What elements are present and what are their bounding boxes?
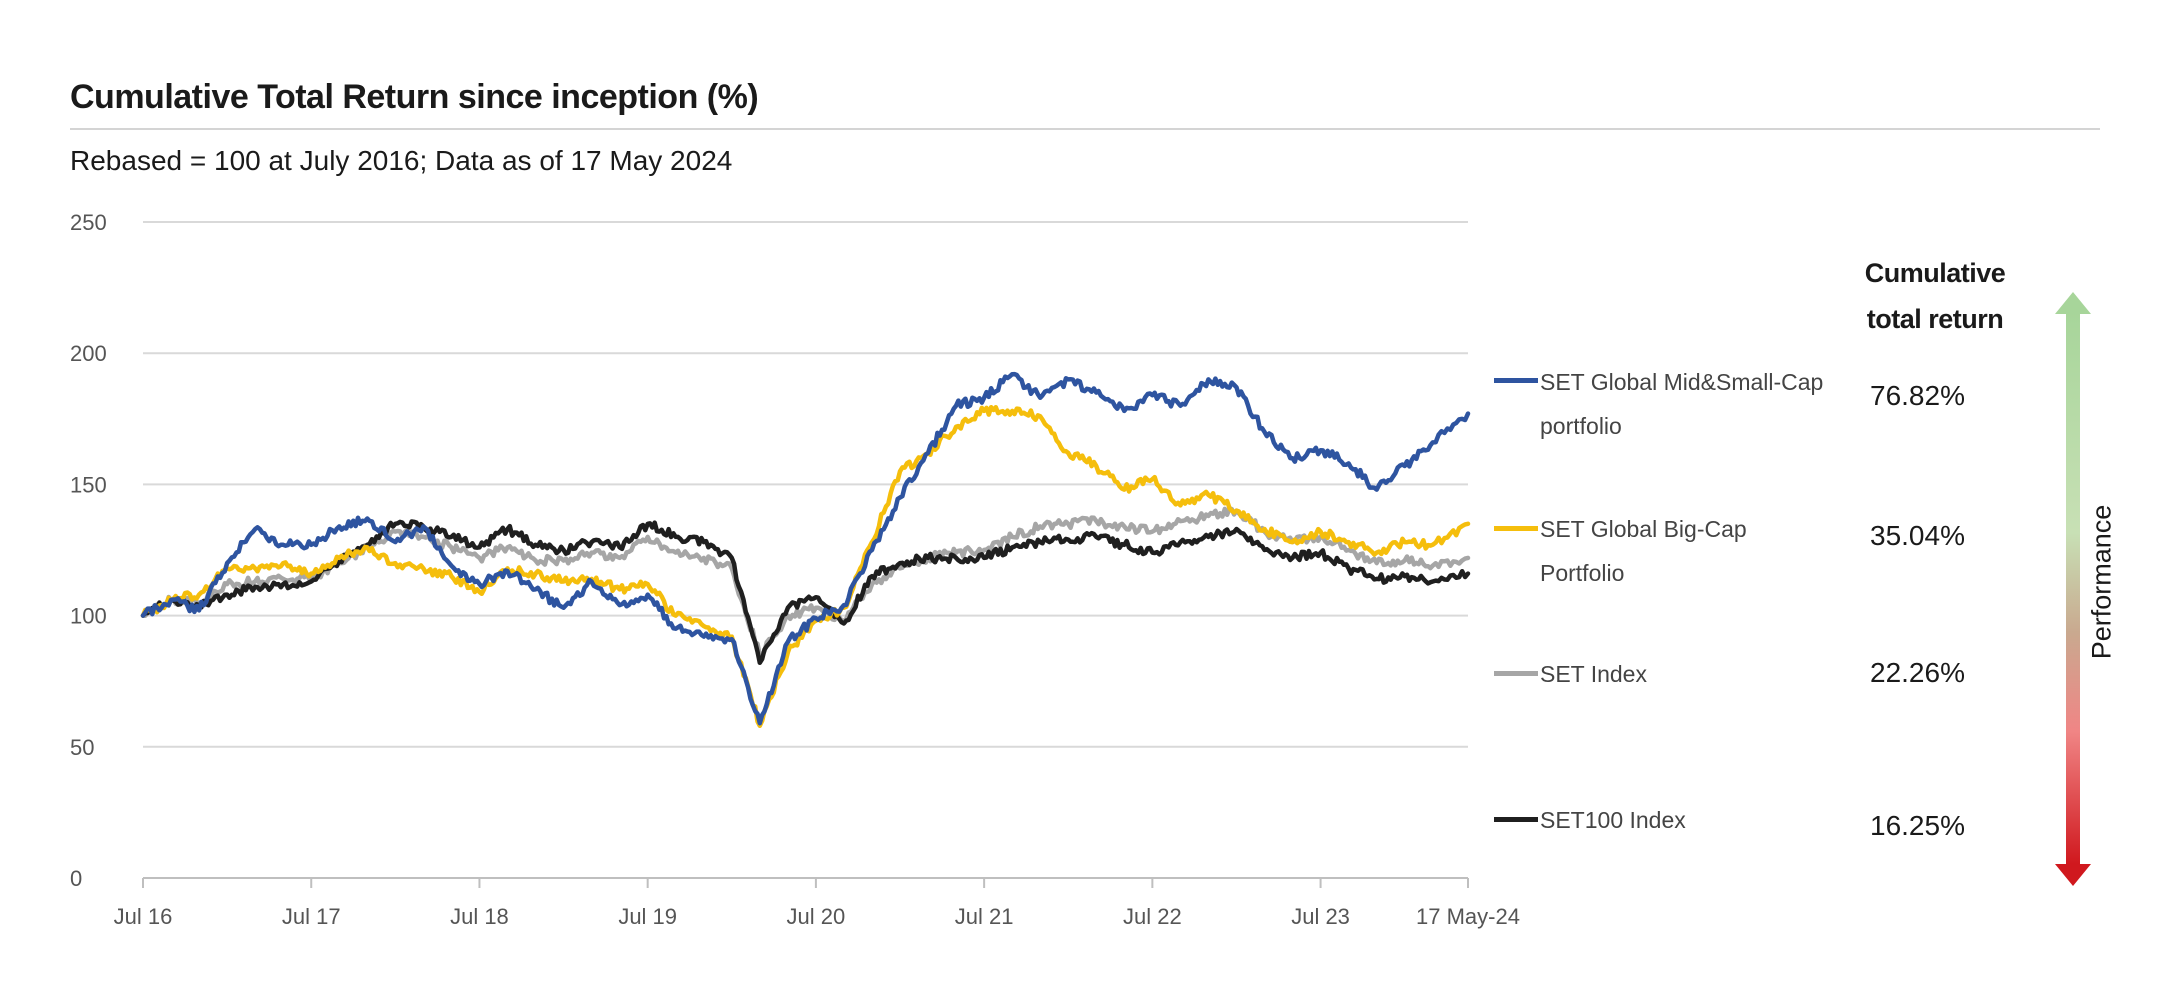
y-tick-label-0: 0: [70, 866, 82, 891]
legend-swatch-mid-small-cap: [1494, 378, 1538, 383]
return-value-set100-index: 16.25%: [1870, 810, 1965, 841]
x-tick-label-0: Jul 16: [114, 904, 173, 929]
legend-label-set-index-line1: SET Index: [1540, 661, 1647, 687]
performance-gradient-bar: [2066, 312, 2080, 864]
y-tick-label-200: 200: [70, 341, 107, 366]
return-value-big-cap: 35.04%: [1870, 520, 1965, 551]
series-line-set100-index: [140, 519, 1471, 666]
return-value-mid-small-cap: 76.82%: [1870, 380, 1965, 411]
return-value-set-index: 22.26%: [1870, 657, 1965, 688]
x-tick-label-6: Jul 22: [1123, 904, 1182, 929]
legend-label-set100-index: SET100 Index: [1540, 798, 1686, 842]
y-tick-label-50: 50: [70, 735, 94, 760]
legend-label-big-cap: SET Global Big-Cap Portfolio: [1540, 507, 1747, 595]
performance-label: Performance: [2086, 504, 2117, 660]
legend-label-mid-small-cap-line1: SET Global Mid&Small-Cap: [1540, 369, 1824, 395]
legend-label-mid-small-cap: SET Global Mid&Small-Cap portfolio: [1540, 360, 1823, 448]
legend-label-set-index: SET Index: [1540, 652, 1647, 696]
performance-arrow-down-icon: [2055, 864, 2091, 886]
legend-swatch-set100-index: [1494, 817, 1538, 822]
legend-swatch-big-cap: [1494, 526, 1538, 531]
x-tick-label-3: Jul 19: [618, 904, 677, 929]
legend-label-mid-small-cap-line2: portfolio: [1540, 413, 1622, 439]
chart-title: Cumulative Total Return since inception …: [70, 78, 759, 116]
returns-heading: Cumulative total return: [1830, 250, 2040, 342]
series-line-mid-small-cap: [140, 371, 1471, 726]
legend-label-big-cap-line1: SET Global Big-Cap: [1540, 516, 1747, 542]
legend-label-big-cap-line2: Portfolio: [1540, 560, 1625, 586]
x-tick-label-5: Jul 21: [955, 904, 1014, 929]
legend-label-set100-index-line1: SET100 Index: [1540, 807, 1686, 833]
returns-heading-line1: Cumulative: [1864, 258, 2006, 288]
y-tick-label-150: 150: [70, 472, 107, 497]
performance-arrow-up-icon: [2055, 292, 2091, 314]
returns-heading-line2: total return: [1866, 304, 2004, 334]
x-tick-label-4: Jul 20: [787, 904, 846, 929]
x-tick-label-8: 17 May-24: [1416, 904, 1520, 929]
title-divider: [70, 128, 2100, 130]
x-tick-label-1: Jul 17: [282, 904, 341, 929]
legend-swatch-set-index: [1494, 671, 1538, 676]
x-tick-label-7: Jul 23: [1291, 904, 1350, 929]
y-tick-label-100: 100: [70, 604, 107, 629]
series-line-big-cap: [140, 404, 1471, 729]
x-tick-label-2: Jul 18: [450, 904, 509, 929]
y-tick-label-250: 250: [70, 210, 107, 235]
chart-subtitle: Rebased = 100 at July 2016; Data as of 1…: [70, 145, 733, 176]
